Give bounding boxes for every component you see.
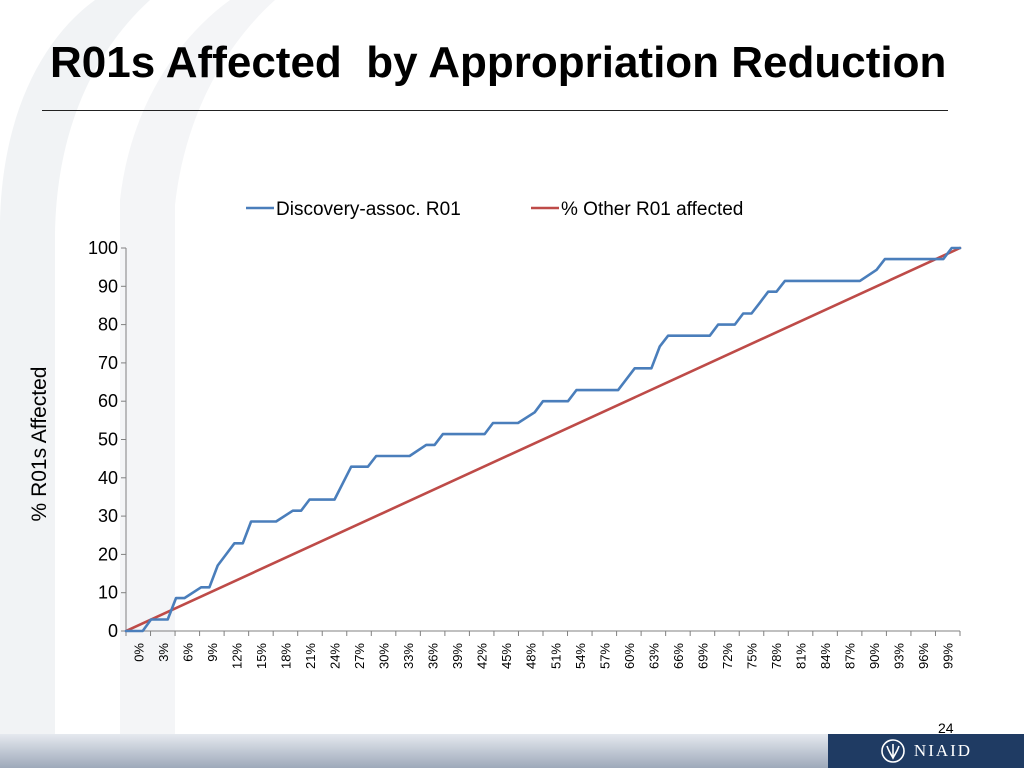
x-tick-label: 87% <box>843 643 858 669</box>
x-tick-label: 93% <box>892 643 907 669</box>
x-tick-label: 0% <box>131 643 146 662</box>
series-line-other-r01-affected <box>124 246 962 633</box>
legend-label: % Other R01 affected <box>561 199 743 220</box>
y-tick-label: 80 <box>98 315 118 335</box>
x-tick-label: 24% <box>328 643 343 669</box>
x-tick-label: 69% <box>695 643 710 669</box>
y-tick-label: 40 <box>98 468 118 488</box>
x-tick-label: 45% <box>499 643 514 669</box>
niaid-emblem-icon <box>881 739 905 763</box>
y-axis: 0 10 20 30 40 50 60 70 80 90 100 <box>88 238 127 641</box>
x-tick-label: 36% <box>426 643 441 669</box>
x-tick-label: 48% <box>524 643 539 669</box>
x-tick-label: 9% <box>205 643 220 662</box>
y-tick-label: 60 <box>98 391 118 411</box>
y-tick-label: 30 <box>98 506 118 526</box>
x-axis: 0% 3% 6% 9% 12% 15% 18% 21% 24% 27% 30% 33% 36% 39% 42… <box>125 630 961 669</box>
chart-legend: Discovery-assoc. R01 % Other R01 affected <box>246 199 743 220</box>
x-tick-label: 18% <box>278 643 293 669</box>
y-axis-title: % R01s Affected <box>28 367 51 522</box>
y-tick-label: 70 <box>98 353 118 373</box>
y-tick-label: 90 <box>98 276 118 296</box>
x-tick-label: 6% <box>180 643 195 662</box>
x-tick-label: 12% <box>229 643 244 669</box>
plot-lines <box>124 246 962 633</box>
title-divider <box>42 110 948 111</box>
x-tick-label: 15% <box>254 643 269 669</box>
x-tick-label: 60% <box>622 643 637 669</box>
y-tick-label: 50 <box>98 430 118 450</box>
x-tick-label: 72% <box>720 643 735 669</box>
x-tick-label: 30% <box>377 643 392 669</box>
x-tick-label: 99% <box>941 643 956 669</box>
x-tick-label: 63% <box>646 643 661 669</box>
x-tick-label: 84% <box>818 643 833 669</box>
y-tick-label: 0 <box>108 621 118 641</box>
niaid-logo: NIAID <box>828 734 1024 768</box>
x-tick-label: 3% <box>156 643 171 662</box>
x-tick-label: 78% <box>769 643 784 669</box>
x-tick-label: 54% <box>573 643 588 669</box>
x-tick-label: 42% <box>475 643 490 669</box>
y-tick-label: 20 <box>98 544 118 564</box>
x-tick-label: 75% <box>745 643 760 669</box>
y-tick-label: 10 <box>98 583 118 603</box>
x-tick-label: 51% <box>548 643 563 669</box>
series-line-discovery-assoc-r01 <box>124 246 962 633</box>
x-tick-label: 96% <box>916 643 931 669</box>
x-tick-label: 66% <box>671 643 686 669</box>
x-tick-label: 81% <box>794 643 809 669</box>
x-tick-label: 90% <box>867 643 882 669</box>
x-tick-label: 39% <box>450 643 465 669</box>
x-tick-label: 21% <box>303 643 318 669</box>
x-tick-label: 27% <box>352 643 367 669</box>
niaid-logo-text: NIAID <box>913 741 973 760</box>
x-tick-label: 57% <box>597 643 612 669</box>
legend-label: Discovery-assoc. R01 <box>276 199 461 220</box>
x-tick-label: 33% <box>401 643 416 669</box>
y-tick-label: 100 <box>88 238 118 258</box>
slide-title: R01s Affected by Appropriation Reduction <box>50 38 947 87</box>
page-number: 24 <box>938 720 954 736</box>
